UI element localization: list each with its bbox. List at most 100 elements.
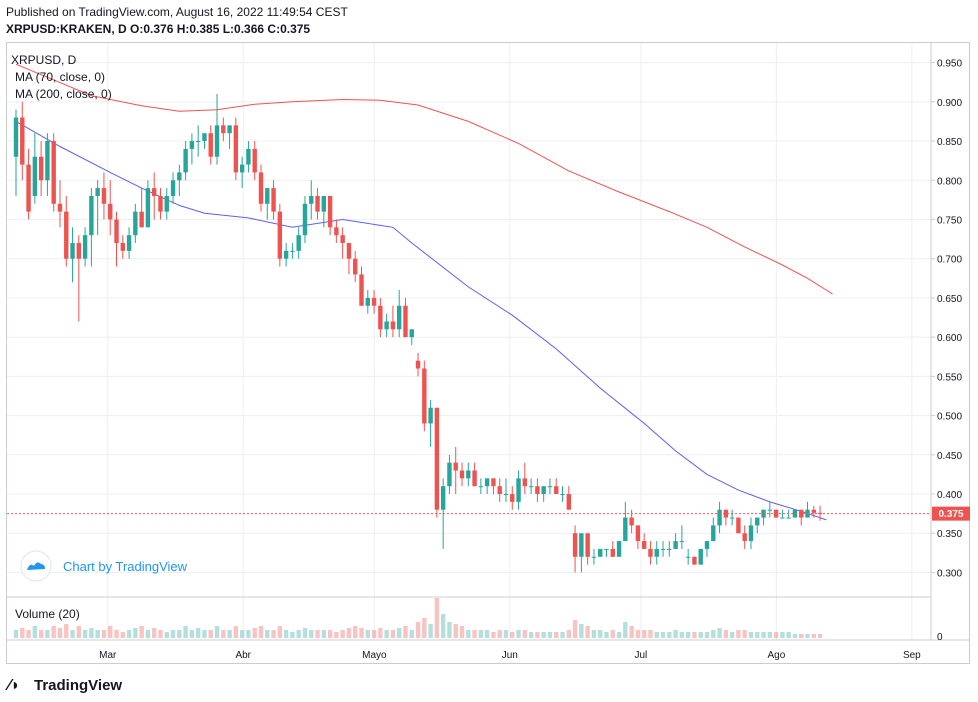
candle-body <box>233 125 239 173</box>
candle-down <box>610 541 615 557</box>
volume-bar <box>95 630 100 638</box>
volume-bar <box>510 632 515 638</box>
candle-up <box>133 203 138 244</box>
candle-body <box>598 548 603 557</box>
watermark-text: Chart by TradingView <box>63 559 188 574</box>
volume-bar <box>635 630 641 638</box>
volume-bar <box>227 630 232 638</box>
candle-body <box>334 227 339 236</box>
candle-down <box>491 478 496 495</box>
candle-up <box>466 462 471 487</box>
grid-lines <box>7 62 931 573</box>
candle-up <box>478 478 484 495</box>
candle-body <box>170 180 176 196</box>
volume-bar <box>271 630 276 638</box>
volume-bar <box>378 628 383 638</box>
candle-body <box>799 509 804 518</box>
candle-body <box>378 305 383 330</box>
volume-bar <box>283 630 289 638</box>
volume-bar <box>38 630 44 638</box>
volume-bar <box>447 622 452 638</box>
candle-body <box>283 250 289 259</box>
candle-body <box>453 462 458 471</box>
ma70-path <box>15 120 827 521</box>
candle-body <box>547 486 553 488</box>
legend-symbol: XRPUSD, D <box>11 53 77 67</box>
volume-bar <box>296 630 301 638</box>
candlesticks <box>13 93 823 573</box>
candle-body <box>152 188 157 196</box>
volume-bar <box>698 632 703 638</box>
candle-down <box>101 172 107 220</box>
candle-up <box>805 501 810 518</box>
volume-bar <box>126 630 132 638</box>
candle-body <box>365 297 370 306</box>
candle-body <box>491 478 496 487</box>
volume-bar <box>673 630 678 638</box>
candle-body <box>126 235 132 251</box>
footer-logo[interactable]: ⁄◗ TradingView <box>5 677 122 694</box>
volume-bar <box>434 598 440 638</box>
volume-bar <box>585 626 590 638</box>
candle-body <box>290 250 295 252</box>
volume-bar <box>409 630 414 638</box>
candle-body <box>195 141 201 143</box>
volume-bar <box>616 632 622 638</box>
candle-up <box>409 329 414 345</box>
volume-bar <box>252 628 257 638</box>
volume-bar <box>70 630 75 638</box>
candle-body <box>20 117 25 165</box>
tradingview-watermark[interactable]: Chart by TradingView <box>20 550 188 582</box>
candle-body <box>692 556 697 565</box>
candle-body <box>346 243 352 259</box>
last-price-value: 0.375 <box>938 509 963 520</box>
candle-body <box>635 525 641 542</box>
candle-down <box>208 125 213 165</box>
volume-bar <box>183 626 188 638</box>
candle-down <box>315 188 320 220</box>
time-tick-label: Mayo <box>362 650 387 661</box>
candle-down <box>346 243 352 275</box>
candle-body <box>246 148 251 165</box>
candle-body <box>327 195 333 228</box>
candle-up <box>616 541 622 557</box>
candle-body <box>271 188 276 212</box>
candle-body <box>415 360 421 369</box>
candle-body <box>667 548 672 550</box>
candle-body <box>541 486 546 495</box>
volume-bar <box>152 628 157 638</box>
candle-body <box>522 478 528 487</box>
volume-bar <box>641 630 647 638</box>
candle-body <box>729 517 735 519</box>
volume-bar <box>748 632 754 638</box>
candle-down <box>114 211 119 267</box>
candle-body <box>120 243 125 251</box>
vertical-grid-lines <box>107 43 913 640</box>
volume-bar <box>353 626 358 638</box>
volume-bar <box>723 630 729 638</box>
candle-down <box>371 290 377 314</box>
price-tick-label: 0.950 <box>937 59 962 70</box>
candle-body <box>704 541 710 549</box>
volume-bar <box>610 630 615 638</box>
last-price-badge <box>932 506 970 521</box>
time-tick-label: Abr <box>235 650 251 661</box>
candle-body <box>560 494 565 496</box>
volume-bar <box>108 626 113 638</box>
price-tick-label: 0.300 <box>937 568 962 579</box>
volume-bar <box>729 632 735 638</box>
volume-bar <box>484 630 490 638</box>
volume-bar <box>547 632 553 638</box>
volume-bar <box>195 628 201 638</box>
candle-down <box>635 525 641 549</box>
candle-up <box>591 548 597 565</box>
candle-body <box>786 517 791 519</box>
candle-up <box>698 548 703 565</box>
candle-down <box>340 227 345 259</box>
volume-bar <box>717 628 722 638</box>
candle-up <box>290 243 295 259</box>
candle-down <box>359 266 364 306</box>
candle-up <box>685 548 691 565</box>
volume-bar <box>208 630 213 638</box>
